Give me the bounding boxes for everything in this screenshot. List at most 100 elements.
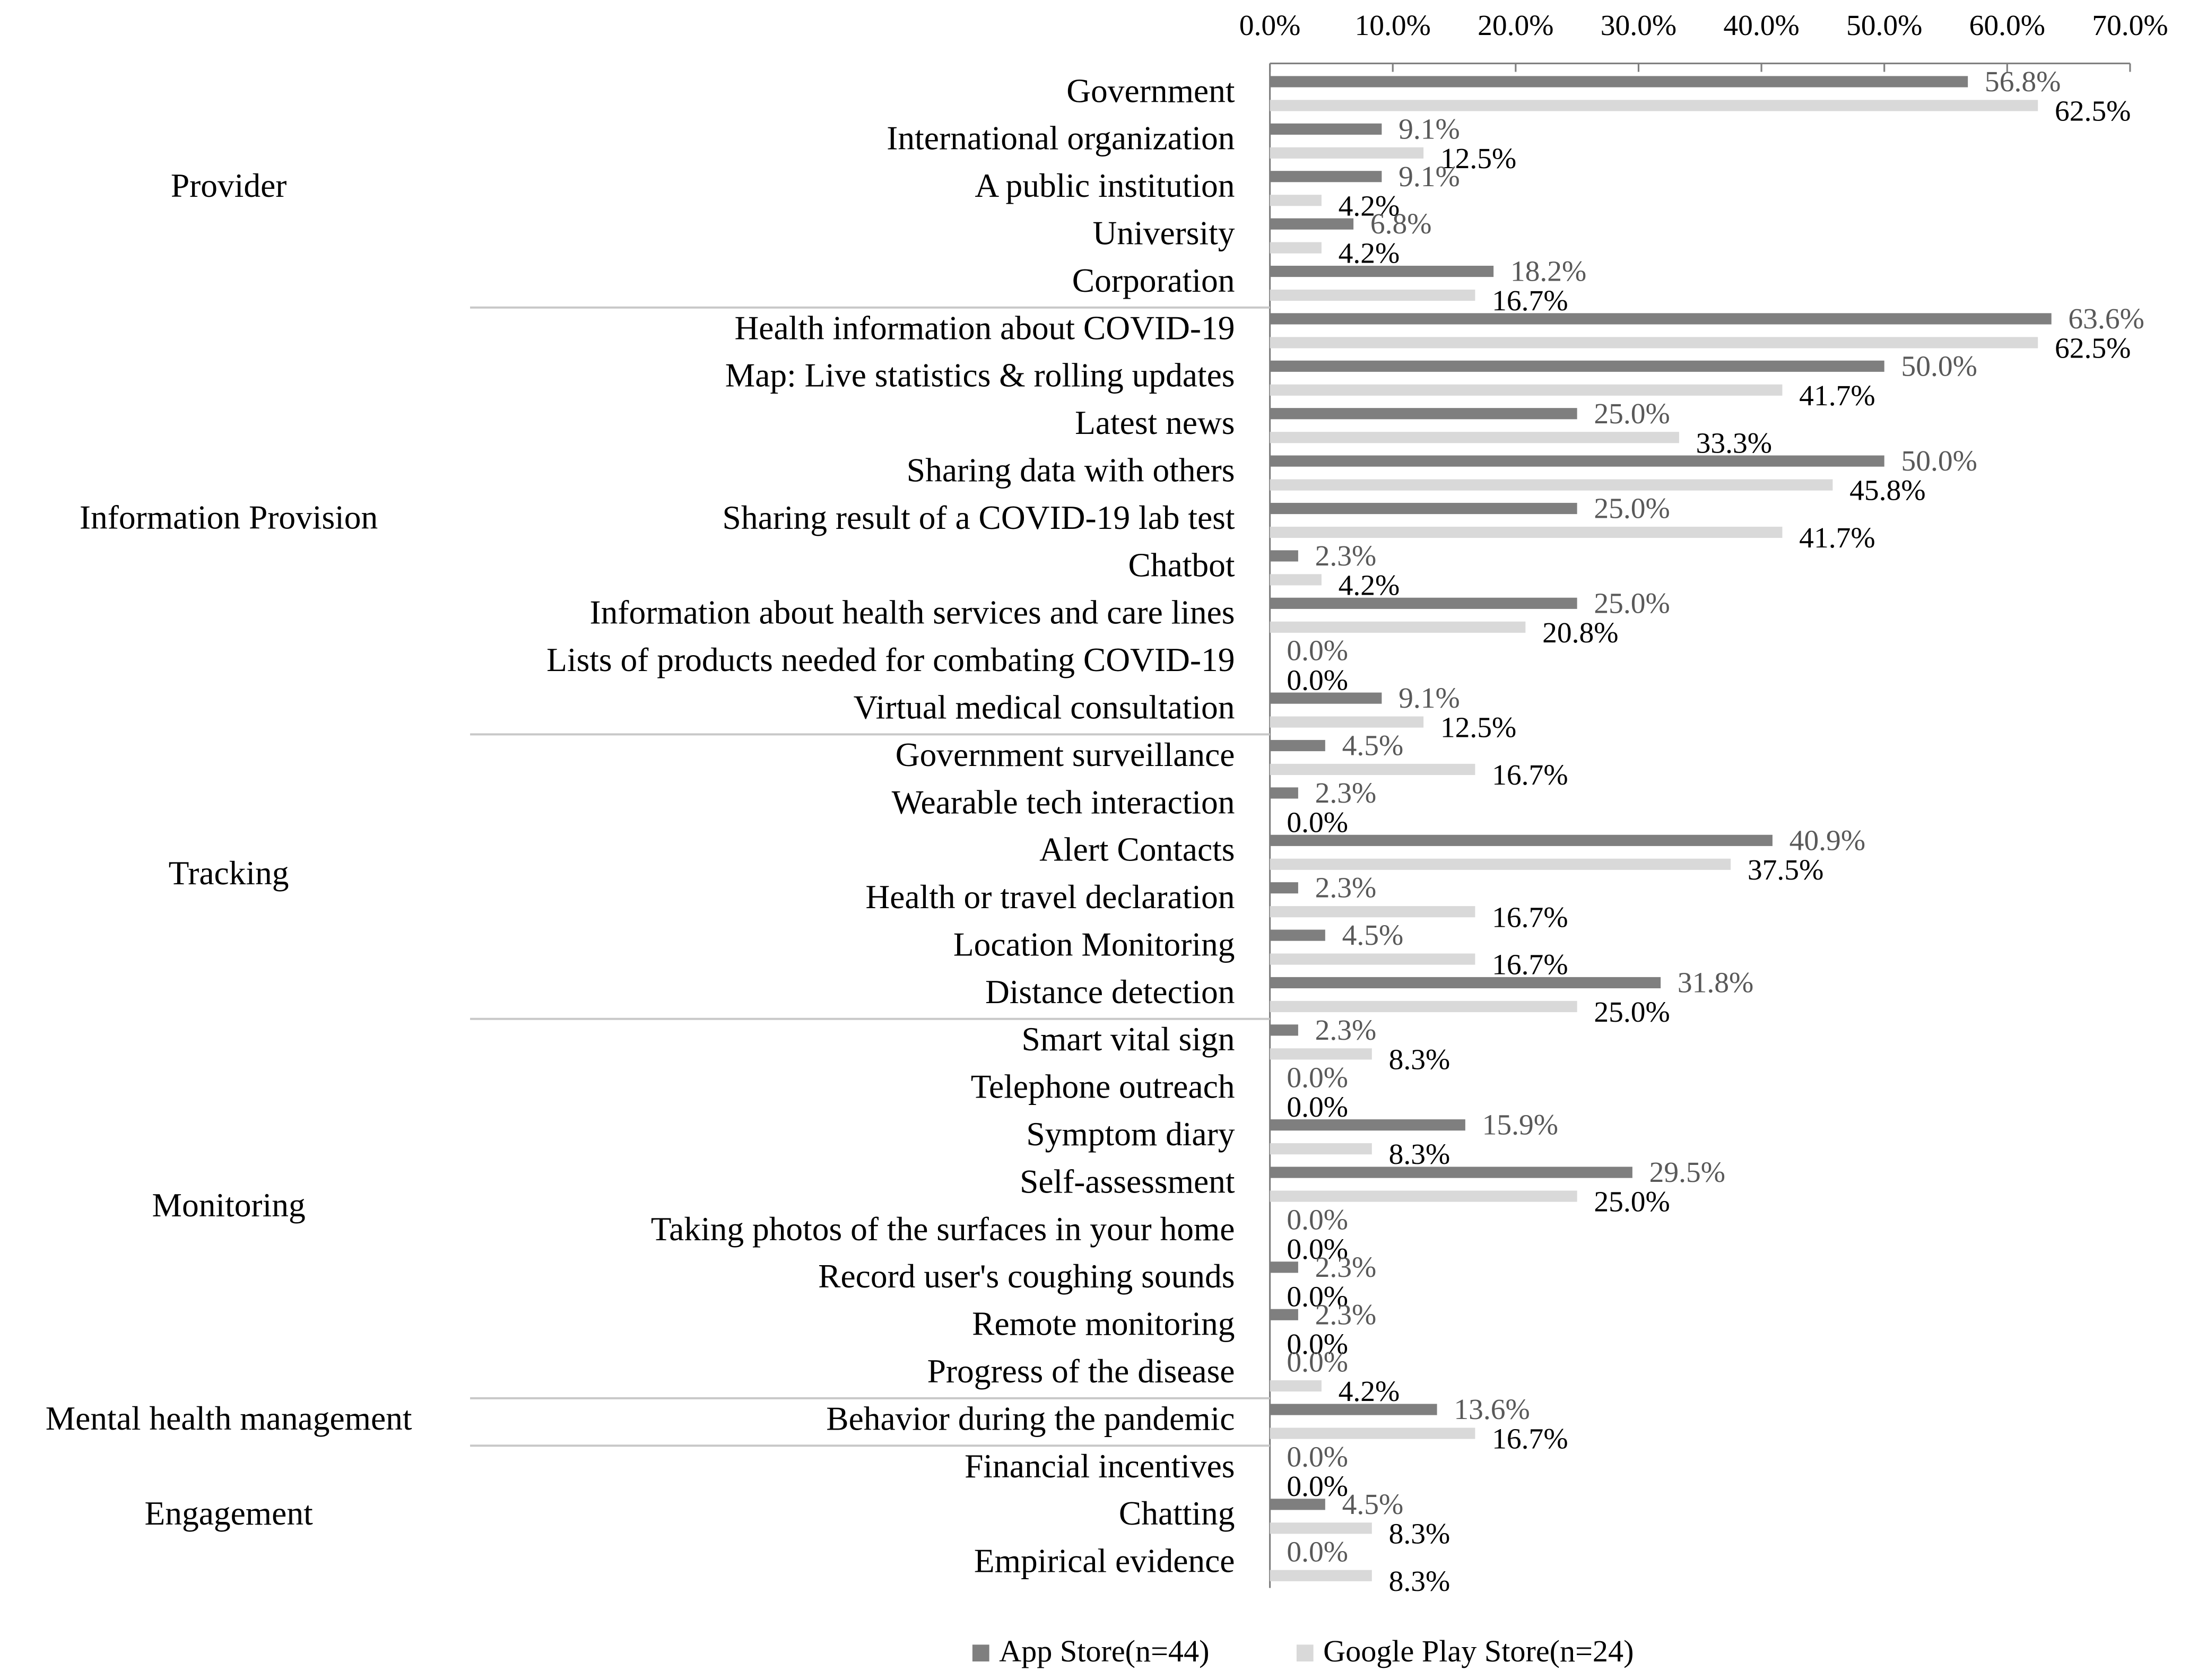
value-label: 4.2% — [1339, 569, 1400, 602]
bar — [1270, 526, 1783, 538]
bar — [1270, 1522, 1372, 1534]
bar — [1270, 597, 1577, 609]
bar — [1270, 763, 1475, 776]
value-label: 20.8% — [1542, 617, 1618, 649]
group-label: Monitoring — [152, 1186, 306, 1224]
bar — [1270, 1499, 1325, 1510]
category-label: Health or travel declaration — [865, 878, 1235, 916]
bar — [1270, 1570, 1372, 1581]
category-label: Financial incentives — [965, 1447, 1235, 1485]
bar — [1270, 1309, 1298, 1320]
bar — [1270, 787, 1298, 799]
value-label: 56.8% — [1985, 66, 2061, 98]
category-label: Alert Contacts — [1039, 831, 1235, 868]
bar — [1270, 100, 2038, 111]
value-label: 40.9% — [1790, 824, 1865, 857]
bar — [1270, 218, 1354, 230]
x-tick-label: 0.0% — [1239, 10, 1301, 42]
value-label: 4.5% — [1342, 919, 1404, 952]
bar — [1270, 716, 1424, 728]
category-label: Latest news — [1075, 404, 1235, 441]
value-label: 0.0% — [1287, 1328, 1348, 1361]
x-tick-label: 50.0% — [1846, 10, 1922, 42]
value-label: 25.0% — [1594, 587, 1670, 620]
category-label: Government surveillance — [896, 736, 1235, 773]
value-label: 29.5% — [1649, 1156, 1725, 1189]
value-label: 63.6% — [2068, 303, 2144, 335]
x-tick-label: 60.0% — [1969, 10, 2045, 42]
bar — [1270, 739, 1325, 752]
value-label: 2.3% — [1315, 1299, 1377, 1331]
bar — [1270, 858, 1731, 870]
bar — [1270, 147, 1424, 159]
bar — [1270, 195, 1322, 206]
category-label: A public institution — [975, 167, 1235, 204]
value-label: 25.0% — [1594, 996, 1670, 1029]
bar — [1270, 502, 1577, 515]
legend-label: Google Play Store(n=24) — [1323, 1634, 1634, 1668]
value-label: 0.0% — [1287, 1061, 1348, 1094]
bar — [1270, 882, 1298, 894]
value-label: 2.3% — [1315, 1014, 1377, 1047]
value-label: 41.7% — [1799, 522, 1875, 554]
bar — [1270, 265, 1494, 277]
value-label: 31.8% — [1678, 967, 1753, 999]
value-label: 41.7% — [1799, 380, 1875, 412]
value-label: 9.1% — [1398, 161, 1460, 193]
category-label: International organization — [887, 119, 1235, 157]
group-label: Engagement — [144, 1494, 313, 1532]
category-label: Location Monitoring — [953, 925, 1235, 963]
x-tick-label: 70.0% — [2092, 10, 2168, 42]
value-label: 50.0% — [1901, 445, 1977, 477]
value-label: 0.0% — [1287, 635, 1348, 667]
group-label: Mental health management — [46, 1399, 412, 1437]
category-label: Record user's coughing sounds — [818, 1257, 1235, 1295]
value-label: 0.0% — [1287, 1091, 1348, 1124]
x-tick-label: 20.0% — [1478, 10, 1553, 42]
value-label: 16.7% — [1492, 759, 1568, 791]
value-label: 16.7% — [1492, 949, 1568, 981]
category-label: Government — [1066, 72, 1235, 109]
value-label: 2.3% — [1315, 777, 1377, 809]
value-label: 8.3% — [1389, 1518, 1450, 1550]
value-label: 8.3% — [1389, 1138, 1450, 1171]
category-label: University — [1093, 214, 1235, 252]
bar — [1270, 1167, 1632, 1178]
category-label: Empirical evidence — [974, 1542, 1235, 1580]
value-label: 2.3% — [1315, 540, 1377, 572]
category-label: Sharing result of a COVID-19 lab test — [723, 499, 1235, 536]
value-label: 0.0% — [1287, 1346, 1348, 1379]
bar — [1270, 550, 1298, 562]
value-label: 62.5% — [2055, 333, 2131, 365]
value-label: 16.7% — [1492, 901, 1568, 934]
value-label: 25.0% — [1594, 493, 1670, 525]
bar — [1270, 123, 1382, 135]
value-label: 2.3% — [1315, 872, 1377, 904]
category-label: Progress of the disease — [927, 1352, 1235, 1390]
bar — [1270, 337, 2038, 349]
category-label: Map: Live statistics & rolling updates — [725, 356, 1235, 394]
x-tick-label: 10.0% — [1354, 10, 1430, 42]
category-label: Symptom diary — [1026, 1115, 1235, 1153]
value-label: 45.8% — [1849, 475, 1925, 507]
value-label: 6.8% — [1370, 208, 1432, 240]
value-label: 18.2% — [1510, 256, 1586, 288]
value-label: 0.0% — [1287, 1233, 1348, 1266]
value-label: 4.2% — [1339, 190, 1400, 222]
category-label: Self-assessment — [1020, 1162, 1235, 1200]
value-label: 12.5% — [1440, 143, 1516, 175]
group-label: Provider — [171, 167, 287, 204]
category-label: Behavior during the pandemic — [826, 1399, 1235, 1437]
value-label: 50.0% — [1901, 350, 1977, 382]
value-label: 4.5% — [1342, 730, 1404, 762]
category-label: Chatbot — [1128, 546, 1235, 584]
bar — [1270, 455, 1884, 467]
bar — [1270, 479, 1833, 491]
legend-label: App Store(n=44) — [999, 1634, 1209, 1668]
bar — [1270, 360, 1884, 372]
value-label: 0.0% — [1287, 1470, 1348, 1503]
value-label: 4.5% — [1342, 1489, 1404, 1521]
bar — [1270, 1143, 1372, 1155]
